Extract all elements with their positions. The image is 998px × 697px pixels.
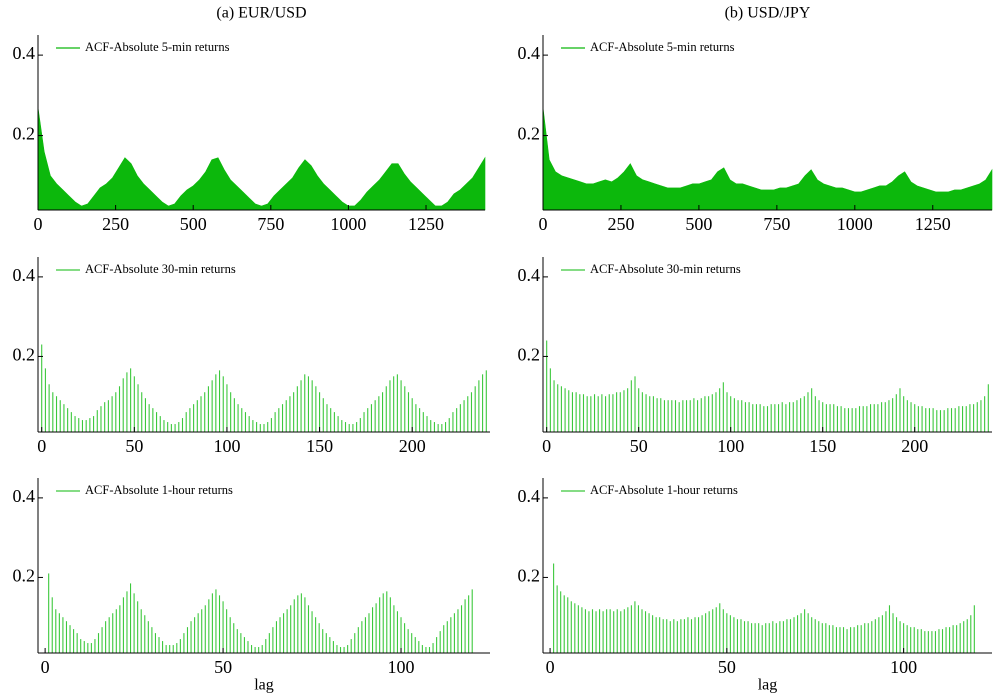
y-tick-label: 0.2 — [518, 124, 541, 144]
legend-label: ACF-Absolute 30-min returns — [590, 262, 741, 276]
x-tick-label: 0 — [41, 657, 50, 677]
x-tick-label: 500 — [685, 214, 712, 234]
legend-label: ACF-Absolute 5-min returns — [85, 40, 230, 54]
x-tick-label: 1000 — [330, 214, 366, 234]
legend-label: ACF-Absolute 1-hour returns — [590, 483, 738, 497]
x-tick-label: 100 — [890, 657, 917, 677]
x-tick-label: 0 — [34, 214, 43, 234]
x-axis-label: lag — [254, 677, 274, 694]
x-tick-label: 750 — [763, 214, 790, 234]
x-axis-label: lag — [758, 677, 778, 694]
x-tick-label: 200 — [399, 436, 426, 456]
y-tick-label: 0.4 — [518, 265, 541, 285]
x-tick-label: 0 — [539, 214, 548, 234]
chart-title: (b) USD/JPY — [725, 5, 811, 22]
x-tick-label: 100 — [388, 657, 415, 677]
x-tick-label: 1250 — [915, 214, 951, 234]
y-tick-label: 0.4 — [518, 486, 541, 506]
y-tick-label: 0.2 — [13, 566, 36, 586]
x-tick-label: 1000 — [837, 214, 873, 234]
y-tick-label: 0.4 — [518, 43, 541, 63]
x-tick-label: 200 — [901, 436, 928, 456]
x-tick-label: 50 — [718, 657, 736, 677]
x-tick-label: 0 — [37, 436, 46, 456]
y-tick-label: 0.2 — [13, 345, 36, 365]
x-tick-label: 150 — [306, 436, 333, 456]
y-tick-label: 0.4 — [13, 265, 36, 285]
y-tick-label: 0.2 — [518, 566, 541, 586]
x-tick-label: 50 — [125, 436, 143, 456]
y-tick-label: 0.2 — [13, 124, 36, 144]
legend-label: ACF-Absolute 5-min returns — [590, 40, 735, 54]
x-tick-label: 150 — [809, 436, 836, 456]
x-tick-label: 100 — [213, 436, 240, 456]
x-tick-label: 250 — [102, 214, 129, 234]
x-tick-label: 750 — [257, 214, 284, 234]
x-tick-label: 1250 — [408, 214, 444, 234]
x-tick-label: 0 — [542, 436, 551, 456]
y-tick-label: 0.2 — [518, 345, 541, 365]
x-tick-label: 0 — [546, 657, 555, 677]
x-tick-label: 500 — [180, 214, 207, 234]
x-tick-label: 50 — [214, 657, 232, 677]
y-tick-label: 0.4 — [13, 486, 36, 506]
x-tick-label: 50 — [630, 436, 648, 456]
acf-area — [37, 107, 486, 211]
x-tick-label: 100 — [717, 436, 744, 456]
acf-area — [542, 107, 993, 211]
x-tick-label: 250 — [607, 214, 634, 234]
y-tick-label: 0.4 — [13, 43, 36, 63]
chart-title: (a) EUR/USD — [216, 5, 306, 22]
legend-label: ACF-Absolute 1-hour returns — [85, 483, 233, 497]
legend-label: ACF-Absolute 30-min returns — [85, 262, 236, 276]
